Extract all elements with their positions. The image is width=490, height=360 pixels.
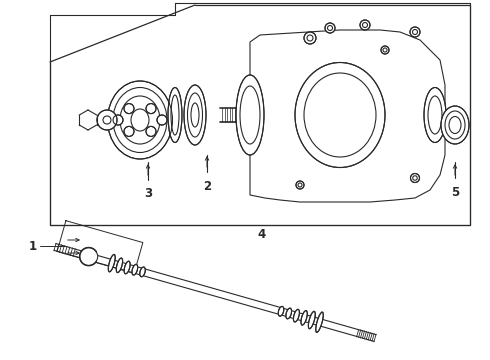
Text: 2: 2 <box>203 180 211 193</box>
Text: 5: 5 <box>451 186 459 199</box>
Ellipse shape <box>124 261 130 274</box>
Circle shape <box>113 115 123 125</box>
Circle shape <box>124 104 134 113</box>
Ellipse shape <box>325 23 335 33</box>
Circle shape <box>80 248 98 266</box>
Ellipse shape <box>294 309 299 322</box>
Text: 3: 3 <box>144 187 152 200</box>
Ellipse shape <box>107 81 172 159</box>
Circle shape <box>146 104 156 113</box>
Ellipse shape <box>278 306 284 316</box>
Ellipse shape <box>116 258 122 273</box>
Ellipse shape <box>381 46 389 54</box>
Ellipse shape <box>411 174 419 183</box>
Ellipse shape <box>441 106 469 144</box>
Ellipse shape <box>296 181 304 189</box>
Polygon shape <box>250 30 445 202</box>
Ellipse shape <box>236 75 264 155</box>
Circle shape <box>146 126 156 136</box>
Ellipse shape <box>140 267 146 277</box>
Ellipse shape <box>301 311 307 325</box>
Circle shape <box>124 126 134 136</box>
Ellipse shape <box>410 27 420 37</box>
Ellipse shape <box>132 264 138 275</box>
Text: 4: 4 <box>258 229 266 242</box>
Ellipse shape <box>295 63 385 167</box>
Ellipse shape <box>360 20 370 30</box>
Ellipse shape <box>286 308 292 319</box>
Ellipse shape <box>168 87 182 143</box>
Ellipse shape <box>316 312 323 332</box>
Ellipse shape <box>424 87 446 143</box>
Circle shape <box>157 115 167 125</box>
Circle shape <box>97 110 117 130</box>
Ellipse shape <box>304 32 316 44</box>
Ellipse shape <box>108 255 115 272</box>
Text: 1: 1 <box>29 239 37 252</box>
Ellipse shape <box>308 311 315 329</box>
Ellipse shape <box>184 85 206 145</box>
